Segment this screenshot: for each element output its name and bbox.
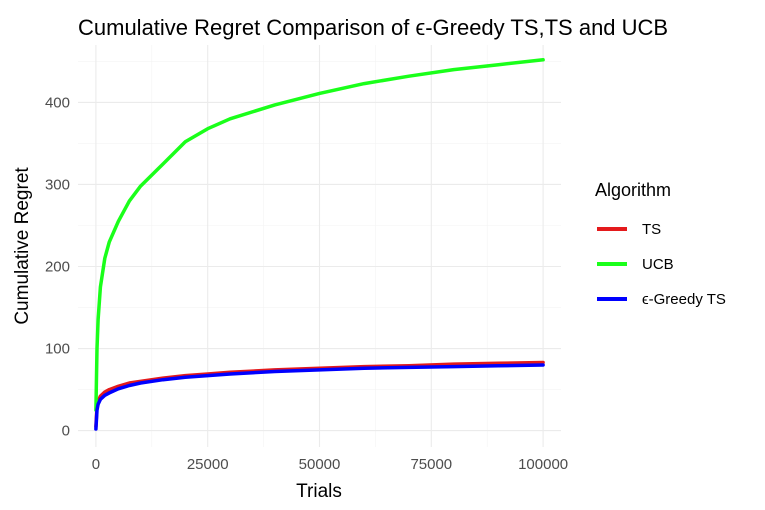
x-axis-title: Trials: [296, 481, 342, 502]
y-tick-labels: 0 100 200 300 400: [45, 94, 70, 439]
y-tick-label: 100: [45, 341, 70, 358]
x-tick-label: 25000: [187, 456, 229, 473]
y-axis-title: Cumulative Regret: [12, 167, 33, 325]
x-tick-label: 0: [92, 456, 100, 473]
chart-title: Cumulative Regret Comparison of ϵ-Greedy…: [78, 15, 668, 40]
x-tick-label: 75000: [410, 456, 452, 473]
major-grid: [78, 45, 561, 447]
legend: Algorithm TS UCB ϵ-Greedy TS: [595, 180, 726, 308]
x-tick-label: 100000: [518, 456, 568, 473]
legend-label: TS: [642, 221, 661, 238]
y-tick-label: 300: [45, 176, 70, 193]
series-line--greedy-ts: [94, 363, 545, 431]
legend-title: Algorithm: [595, 180, 671, 200]
series-line-ucb: [94, 58, 545, 412]
x-tick-labels: 0 25000 50000 75000 100000: [92, 456, 568, 473]
legend-label: ϵ-Greedy TS: [642, 291, 726, 308]
series-lines: [94, 58, 545, 431]
legend-label: UCB: [642, 256, 674, 273]
x-tick-label: 50000: [299, 456, 341, 473]
y-tick-label: 400: [45, 94, 70, 111]
y-tick-label: 200: [45, 259, 70, 276]
y-tick-label: 0: [62, 423, 70, 440]
